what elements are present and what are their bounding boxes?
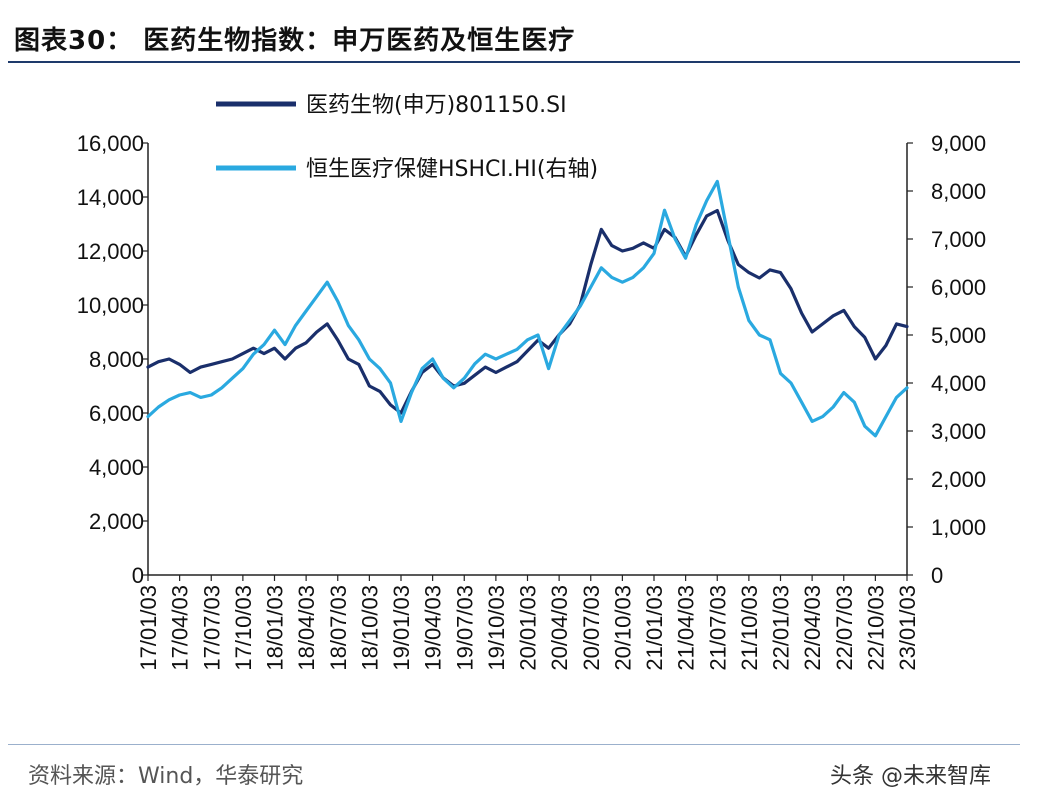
right-tick-label: 5,000 (931, 323, 986, 348)
right-tick-label: 4,000 (931, 371, 986, 396)
chart-area: 0 2,000 4,000 6,000 8,000 10,000 12,000 14,000 1… (77, 93, 986, 671)
x-tick-label: 23/01/03 (895, 585, 920, 671)
watermark: 头条 @未来智库 (826, 756, 995, 792)
x-tick-label: 22/04/03 (800, 585, 825, 671)
x-tick-label: 20/04/03 (547, 585, 572, 671)
x-tick-label: 19/04/03 (421, 585, 446, 671)
x-tick-label: 21/10/03 (737, 585, 762, 671)
x-tick-label: 17/10/03 (231, 585, 256, 671)
x-tick-label: 19/07/03 (452, 585, 477, 671)
left-tick-label: 0 (132, 563, 144, 588)
legend-label: 恒生医疗保健HSHCI.HI(右轴) (306, 157, 598, 182)
x-tick-label: 20/07/03 (579, 585, 604, 671)
x-tick-label: 22/10/03 (863, 585, 888, 671)
legend: 医药生物(申万)801150.SI 恒生医疗保健HSHCI.HI(右轴) (216, 93, 598, 182)
series-line-hs-healthcare (146, 179, 909, 438)
right-tick-label: 9,000 (931, 131, 986, 156)
figure-title: 图表30： 医药生物指数：申万医药及恒生医疗 (14, 26, 576, 56)
left-tick-label: 12,000 (77, 239, 144, 264)
x-tick-label: 22/01/03 (769, 585, 794, 671)
right-tick-label: 8,000 (931, 179, 986, 204)
x-tick-label: 19/10/03 (484, 585, 509, 671)
x-tick-label: 21/07/03 (705, 585, 730, 671)
left-tick-label: 2,000 (89, 509, 144, 534)
left-tick-label: 10,000 (77, 293, 144, 318)
axes: 0 2,000 4,000 6,000 8,000 10,000 12,000 14,000 1… (77, 131, 986, 671)
x-tick-label: 17/07/03 (199, 585, 224, 671)
x-tick-label: 17/04/03 (168, 585, 193, 671)
title-divider (8, 61, 1020, 63)
x-tick-label: 20/10/03 (610, 585, 635, 671)
x-tick-label: 18/01/03 (263, 585, 288, 671)
x-tick-label: 21/04/03 (674, 585, 699, 671)
right-tick-label: 3,000 (931, 419, 986, 444)
right-tick-label: 1,000 (931, 515, 986, 540)
right-tick-label: 0 (931, 563, 943, 588)
right-tick-label: 2,000 (931, 467, 986, 492)
x-tick-label: 21/01/03 (642, 585, 667, 671)
x-tick-label: 17/01/03 (136, 585, 161, 671)
series-line-sw-pharma (146, 208, 909, 415)
left-tick-label: 8,000 (89, 347, 144, 372)
x-tick-label: 20/01/03 (516, 585, 541, 671)
left-tick-label: 4,000 (89, 455, 144, 480)
x-tick-label: 18/10/03 (357, 585, 382, 671)
x-tick-label: 19/01/03 (389, 585, 414, 671)
right-tick-label: 6,000 (931, 275, 986, 300)
left-tick-label: 16,000 (77, 131, 144, 156)
x-tick-label: 22/07/03 (832, 585, 857, 671)
footer-divider (8, 744, 1020, 745)
x-tick-label: 18/04/03 (294, 585, 319, 671)
legend-label: 医药生物(申万)801150.SI (306, 93, 567, 118)
left-tick-label: 6,000 (89, 401, 144, 426)
source-note: 资料来源：Wind，华泰研究 (28, 764, 304, 789)
series-lines (146, 179, 909, 438)
left-tick-label: 14,000 (77, 185, 144, 210)
x-tick-label: 18/07/03 (326, 585, 351, 671)
right-tick-label: 7,000 (931, 227, 986, 252)
